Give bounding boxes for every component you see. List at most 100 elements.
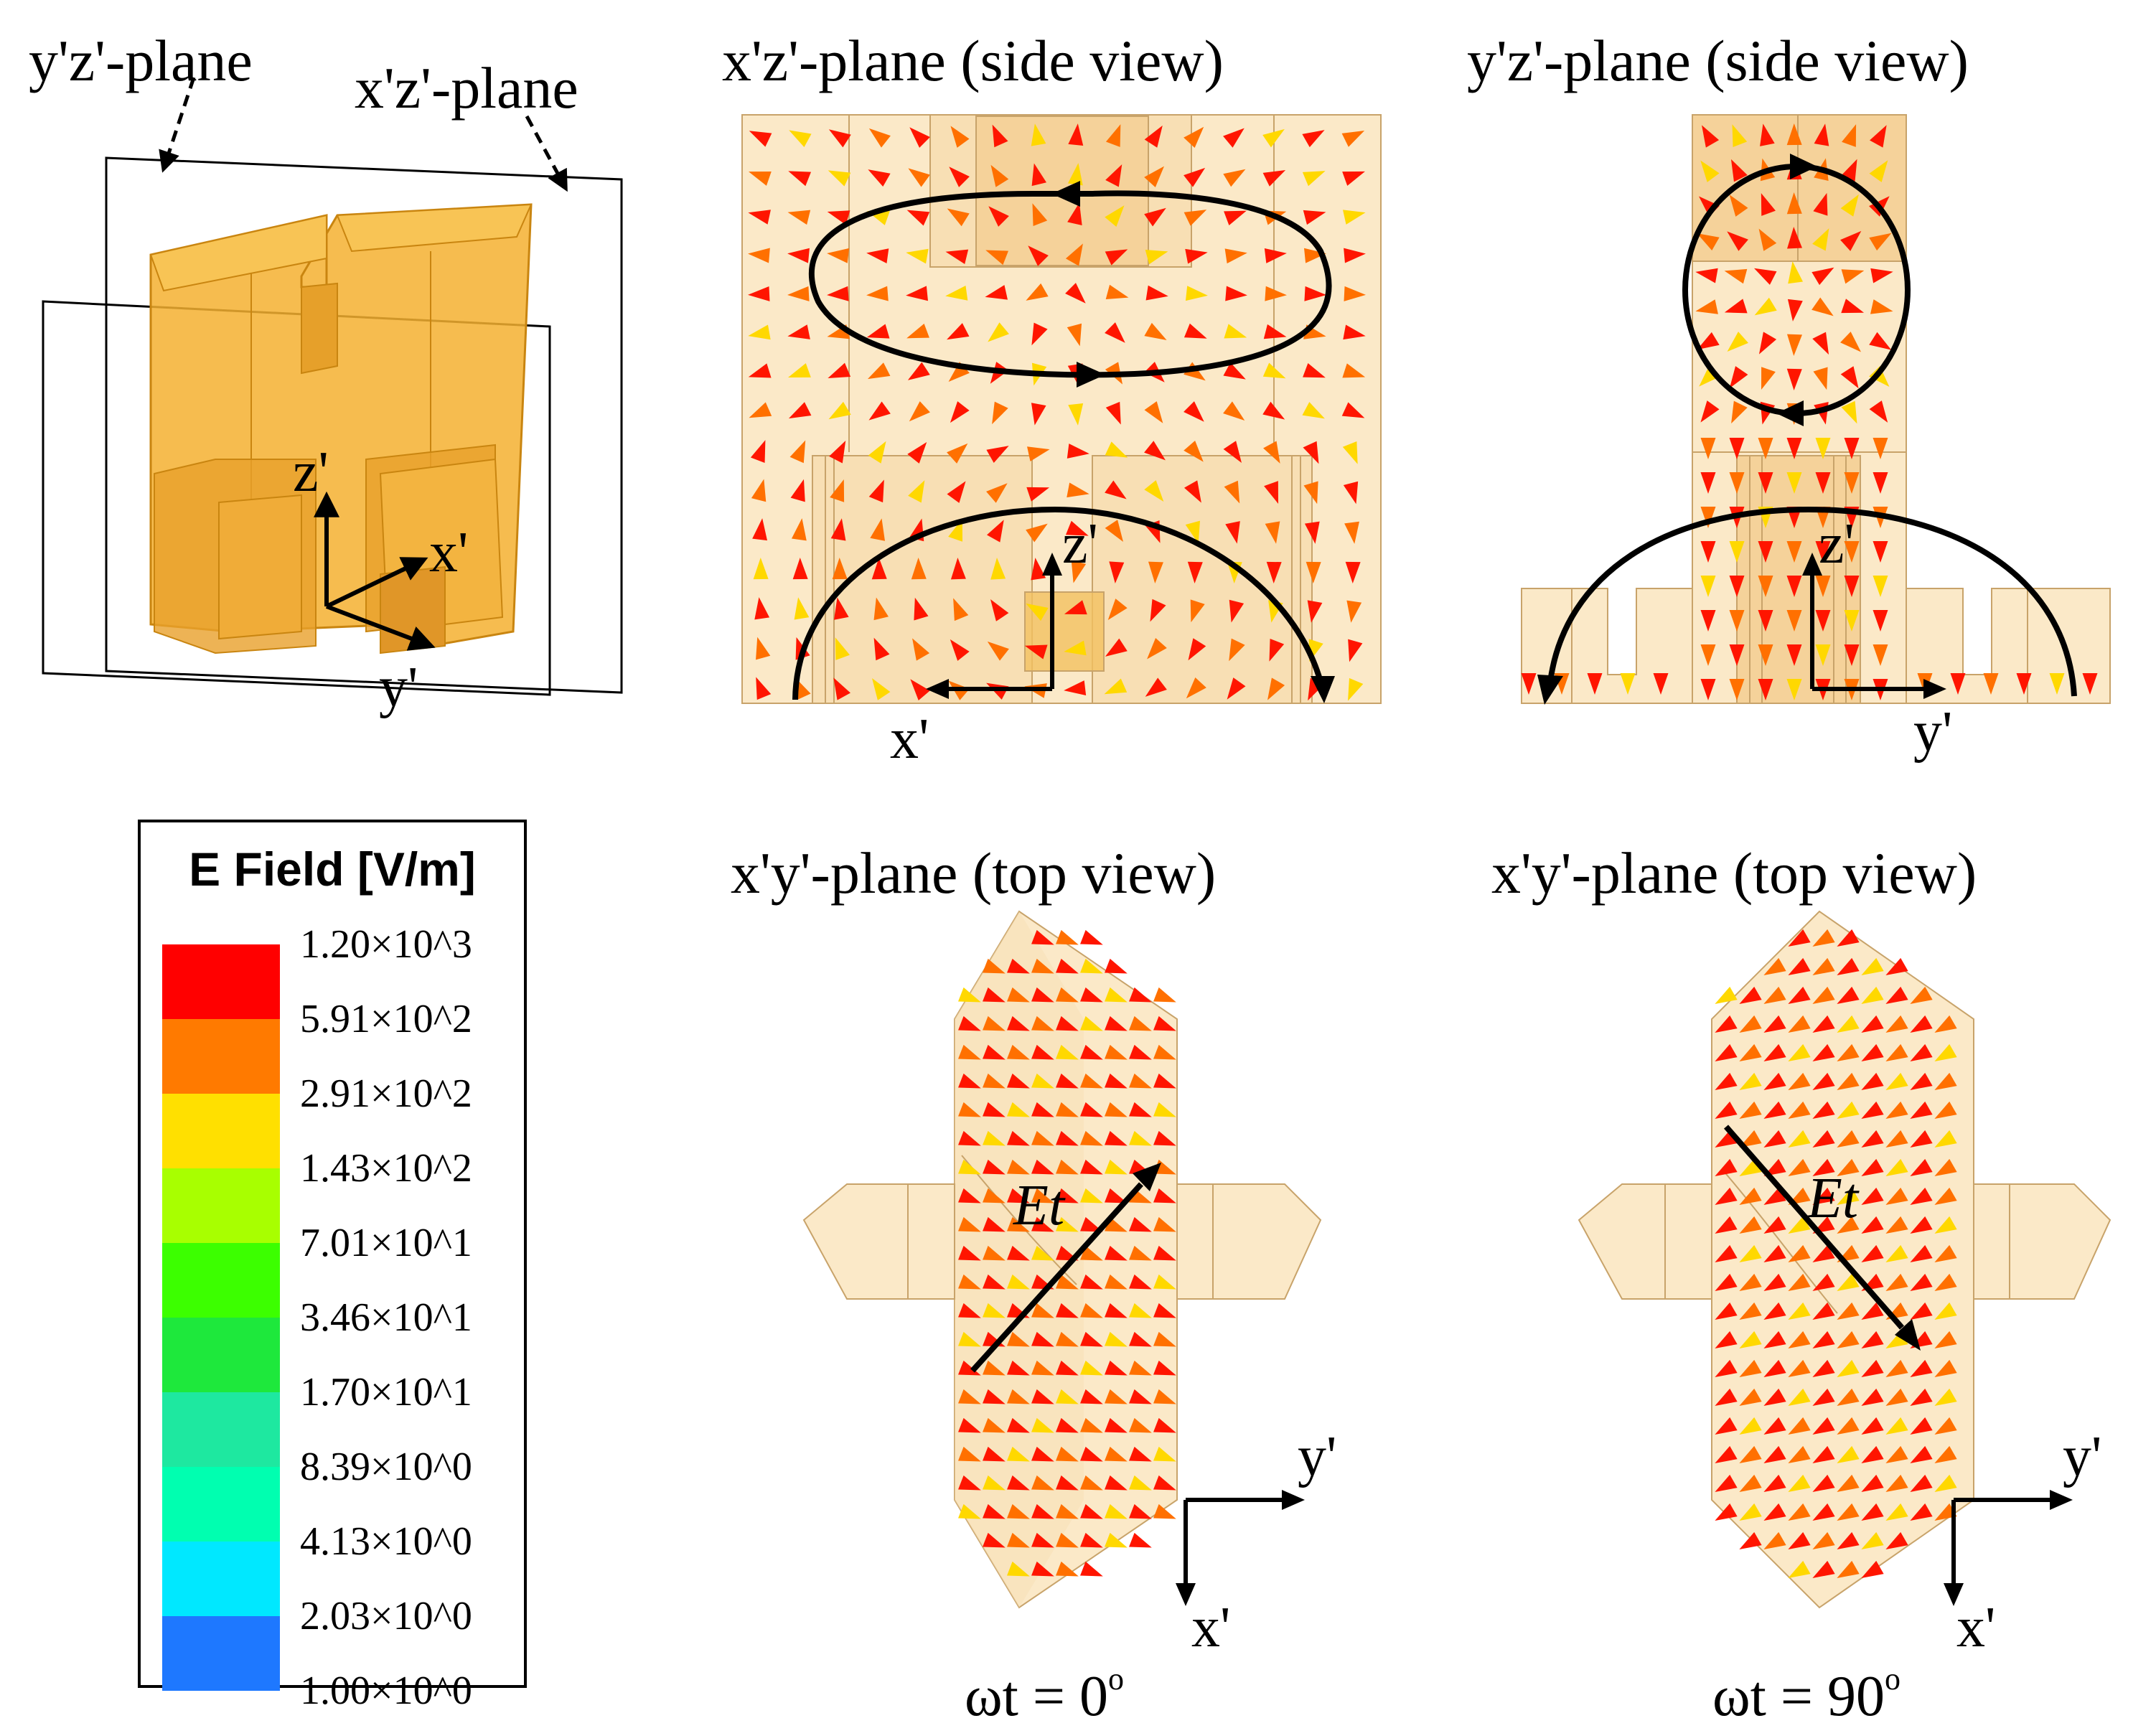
- field-arrow: [914, 597, 929, 621]
- field-arrow: [866, 324, 890, 339]
- field-arrow: [1109, 561, 1125, 583]
- field-arrow: [1129, 1503, 1152, 1519]
- field-arrow: [1056, 1389, 1079, 1404]
- field-arrow: [1910, 1101, 1933, 1119]
- field-arrow: [983, 1216, 1006, 1232]
- field-arrow: [1107, 599, 1128, 621]
- iso-x-label: x': [429, 521, 469, 584]
- field-arrow: [1105, 249, 1128, 266]
- field-arrow: [983, 1245, 1006, 1261]
- field-arrow: [1263, 324, 1287, 339]
- field-arrow: [987, 641, 1009, 661]
- field-arrow: [1812, 1474, 1835, 1492]
- field-arrow: [992, 401, 1008, 425]
- field-arrow: [1031, 1188, 1054, 1204]
- field-arrow: [983, 1015, 1006, 1031]
- field-arrow: [1145, 285, 1168, 301]
- field-arrow: [1024, 644, 1048, 660]
- field-arrow: [1885, 1244, 1908, 1262]
- field-arrow: [1306, 561, 1321, 583]
- field-arrow: [829, 441, 846, 464]
- field-arrow: [950, 401, 970, 423]
- field-arrow: [1343, 324, 1366, 340]
- field-arrow: [1844, 438, 1860, 459]
- field-arrow: [1873, 472, 1888, 494]
- field-arrow: [756, 637, 771, 660]
- field-arrow: [1812, 1560, 1835, 1578]
- field-arrow: [1812, 986, 1835, 1004]
- field-arrow: [1885, 1445, 1908, 1463]
- field-arrow: [1837, 1072, 1860, 1090]
- field-arrow: [907, 362, 930, 380]
- field-arrow: [983, 1073, 1006, 1089]
- field-arrow: [830, 479, 845, 502]
- field-arrow: [1067, 323, 1082, 347]
- field-arrow: [1056, 987, 1079, 1003]
- field-arrow: [1031, 1389, 1054, 1404]
- field-arrow: [1007, 1015, 1030, 1031]
- field-arrow: [1148, 561, 1163, 583]
- field-arrow: [1007, 1475, 1030, 1491]
- field-arrow: [828, 401, 851, 420]
- field-arrow: [1910, 1388, 1933, 1406]
- field-arrow: [1873, 576, 1888, 597]
- field-arrow: [1840, 366, 1859, 389]
- top90-field-arrows: [1715, 929, 1957, 1578]
- field-arrow: [1786, 679, 1802, 700]
- field-arrow: [872, 678, 891, 700]
- field-arrow: [1869, 160, 1888, 182]
- field-arrow: [1153, 1331, 1176, 1347]
- field-arrow: [1105, 1044, 1128, 1060]
- field-arrow: [1730, 159, 1748, 182]
- legend-tick-label: 2.03×10^0: [300, 1594, 472, 1638]
- field-arrow: [1861, 1503, 1884, 1521]
- xz-loop-arrow-top: [1051, 181, 1080, 207]
- field-arrow: [1223, 362, 1246, 380]
- field-arrow: [958, 1130, 981, 1146]
- field-arrow: [1812, 1187, 1835, 1205]
- field-arrow: [1031, 958, 1054, 974]
- field-arrow: [1715, 1015, 1738, 1033]
- field-arrow: [1080, 1130, 1103, 1146]
- field-arrow: [1812, 1043, 1835, 1061]
- field-arrow: [1700, 507, 1716, 528]
- field-arrow: [988, 322, 1009, 342]
- field-arrow: [1861, 1244, 1884, 1262]
- field-arrow: [1031, 1015, 1054, 1031]
- field-arrow: [1885, 1503, 1908, 1521]
- field-arrow: [867, 362, 891, 380]
- field-arrow: [1812, 1503, 1835, 1521]
- field-arrow: [1266, 561, 1282, 583]
- field-arrow: [1303, 441, 1319, 464]
- field-arrow: [873, 597, 889, 621]
- field-arrow: [868, 128, 891, 148]
- field-arrow: [1869, 233, 1892, 251]
- field-arrow: [1739, 1015, 1762, 1033]
- field-arrow: [1763, 1043, 1786, 1061]
- field-arrow: [1910, 1244, 1933, 1262]
- field-arrow: [1224, 324, 1247, 339]
- field-arrow: [983, 1044, 1006, 1060]
- field-arrow: [1983, 673, 1999, 695]
- field-arrow: [1031, 1532, 1054, 1548]
- field-arrow: [1056, 1073, 1079, 1089]
- field-arrow: [1342, 441, 1358, 464]
- field-arrow: [1031, 1417, 1054, 1433]
- field-arrow: [1064, 680, 1087, 696]
- field-arrow: [906, 286, 928, 301]
- field-arrow: [1031, 1475, 1054, 1491]
- field-arrow: [1007, 1561, 1030, 1577]
- yz-y-label: y': [1913, 700, 1953, 764]
- field-arrow: [1129, 1360, 1152, 1376]
- field-arrow: [1739, 1273, 1762, 1291]
- field-arrow: [1056, 1561, 1079, 1577]
- field-arrow: [958, 1216, 981, 1232]
- field-arrow: [1814, 123, 1829, 146]
- field-arrow: [1065, 283, 1086, 304]
- field-arrow: [1837, 1331, 1860, 1348]
- field-arrow: [1715, 1101, 1738, 1119]
- field-arrow: [906, 323, 929, 339]
- field-arrow: [950, 558, 966, 580]
- field-arrow: [1934, 1474, 1957, 1492]
- field-arrow: [1754, 297, 1777, 316]
